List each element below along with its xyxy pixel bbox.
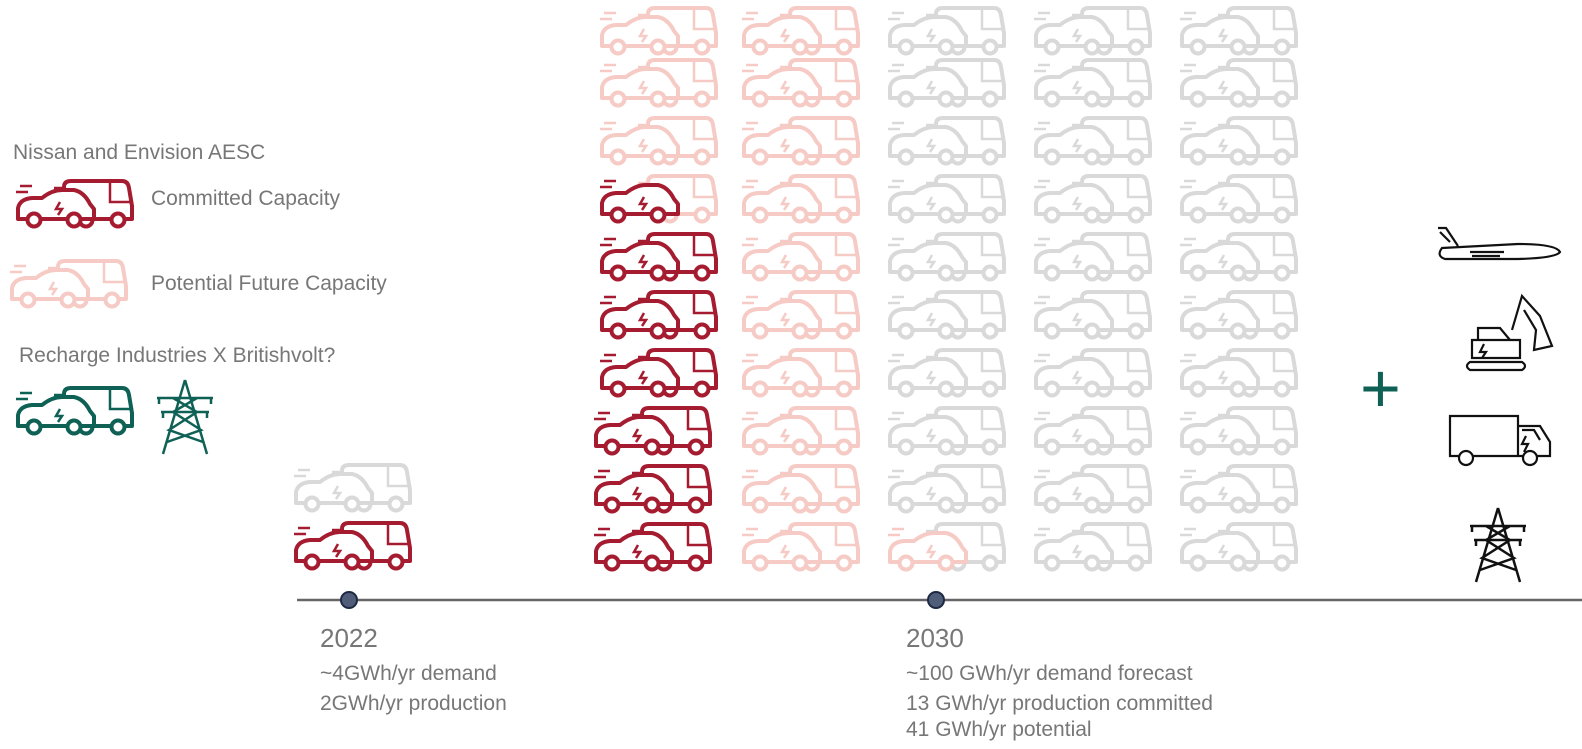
vehicle-icon <box>1178 411 1260 456</box>
timeline-year: 2022 <box>320 623 378 653</box>
vehicle-icon <box>740 179 822 224</box>
vehicle-icon <box>740 11 822 56</box>
vehicle-icon <box>886 179 968 224</box>
vehicle-icon <box>740 63 822 108</box>
vehicle-icon <box>598 63 680 108</box>
vehicle-icon <box>740 353 822 398</box>
vehicle-icon <box>1032 63 1114 108</box>
vehicle-icon <box>740 469 822 514</box>
vehicle-icon <box>14 391 96 436</box>
timeline-note: 41 GWh/yr potential <box>906 718 1092 741</box>
vehicle-icon <box>1032 411 1114 456</box>
timeline-note: ~4GWh/yr demand <box>320 662 497 685</box>
vehicle-icon <box>886 63 968 108</box>
legend-title: Nissan and Envision AESC <box>13 141 265 164</box>
vehicle-icon <box>886 237 968 282</box>
timeline-note: ~100 GWh/yr demand forecast <box>906 662 1193 685</box>
application-icons <box>1438 226 1562 467</box>
vehicle-icon <box>592 469 674 514</box>
vehicle-icon <box>8 264 90 309</box>
legend-title: Recharge Industries X Britishvolt? <box>19 344 335 367</box>
vehicle-icon <box>886 121 968 166</box>
legend-label: Committed Capacity <box>151 187 341 210</box>
vehicle-icon <box>740 295 822 340</box>
vehicle-icon <box>598 121 680 166</box>
vehicle-icon <box>1032 237 1114 282</box>
vehicle-icon <box>1032 179 1114 224</box>
vehicle-icon <box>1032 121 1114 166</box>
vehicle-icon <box>598 237 680 282</box>
vehicle-icon <box>740 121 822 166</box>
vehicle-icon <box>1178 11 1260 56</box>
vehicle-icon <box>1032 527 1114 572</box>
vehicle-icon <box>292 526 374 571</box>
vehicle-icon <box>740 237 822 282</box>
vehicle-icon <box>740 411 822 456</box>
vehicle-icon <box>598 353 680 398</box>
vehicle-icon <box>1032 295 1114 340</box>
legend-label: Potential Future Capacity <box>151 272 387 295</box>
vehicle-icon <box>886 295 968 340</box>
vehicle-icon <box>592 527 674 572</box>
vehicle-icon <box>1178 121 1260 166</box>
timeline-year: 2030 <box>906 623 964 653</box>
vehicle-icon <box>886 527 968 572</box>
pylon-icon <box>155 378 215 456</box>
pylon-icon <box>1468 506 1528 584</box>
vehicle-icon <box>292 468 374 513</box>
timeline-dot <box>927 591 945 609</box>
timeline-note: 13 GWh/yr production committed <box>906 692 1213 715</box>
vehicle-icon <box>1178 353 1260 398</box>
plus-sign: + <box>1360 349 1401 427</box>
vehicle-icon <box>1178 63 1260 108</box>
vehicle-icon <box>886 469 968 514</box>
timeline-note: 2GWh/yr production <box>320 692 507 715</box>
vehicle-icon <box>598 295 680 340</box>
vehicle-icon <box>1032 11 1114 56</box>
vehicle-icon <box>1178 237 1260 282</box>
vehicle-icon <box>740 527 822 572</box>
timeline-dot <box>340 591 358 609</box>
vehicle-icon <box>1178 295 1260 340</box>
vehicle-icon <box>598 11 680 56</box>
truck-icon <box>1448 414 1552 458</box>
vehicle-icon <box>886 11 968 56</box>
vehicle-icon <box>886 411 968 456</box>
vehicle-icon <box>14 184 96 229</box>
vehicle-icon <box>1178 179 1260 224</box>
vehicle-icon <box>1032 353 1114 398</box>
vehicle-icon <box>592 411 674 456</box>
vehicle-icon <box>1178 469 1260 514</box>
vehicle-icon <box>598 179 680 224</box>
plane-icon <box>1438 226 1562 261</box>
vehicle-icon <box>886 353 968 398</box>
excavator-icon <box>1465 293 1554 372</box>
vehicle-icon <box>1178 527 1260 572</box>
vehicle-icon <box>1032 469 1114 514</box>
